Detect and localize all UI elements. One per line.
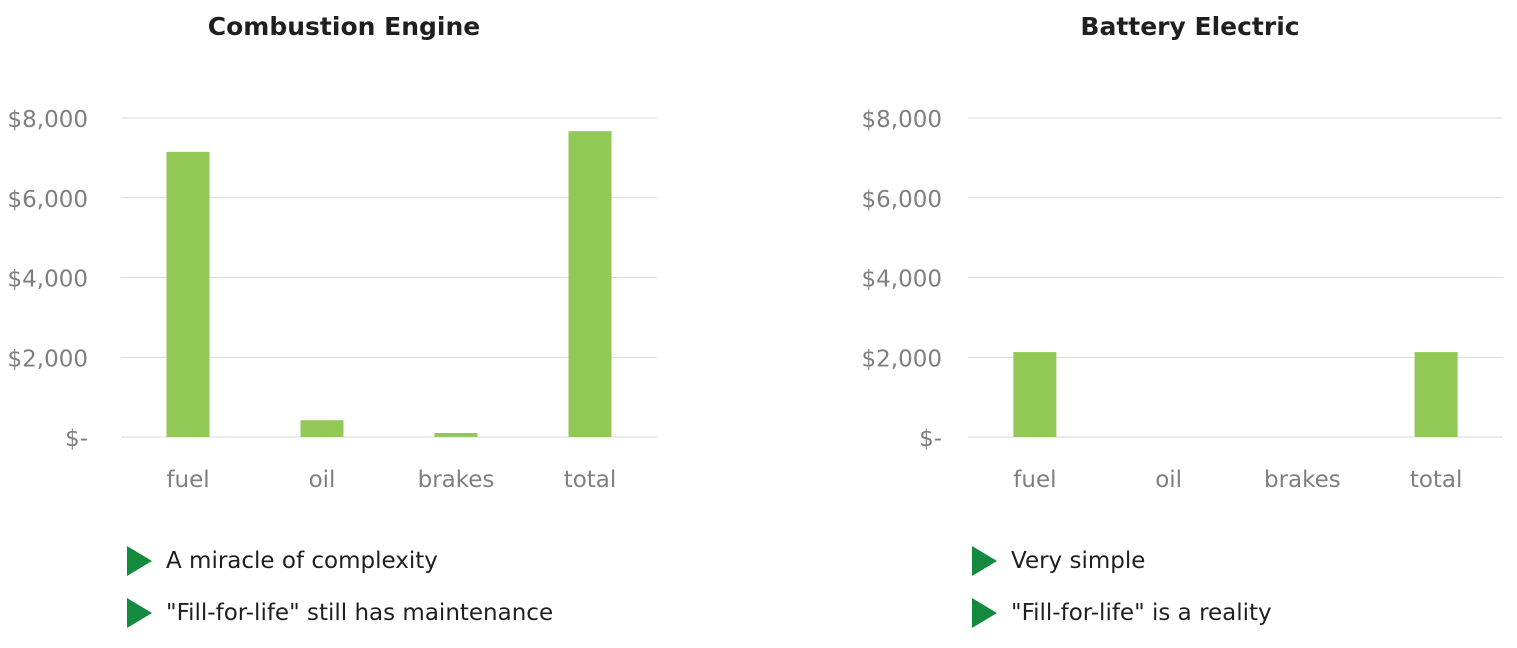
battery-bullets: Very simple "Fill-for-life" is a reality xyxy=(972,544,1272,648)
x-tick-label: fuel xyxy=(166,467,209,493)
x-tick-label: total xyxy=(564,467,617,493)
x-tick-label: oil xyxy=(1155,467,1182,493)
combustion-engine-panel: Combustion Engine $- $2,000 $4,000 $6,000 $8… xyxy=(0,0,740,640)
bullet-item: "Fill-for-life" still has maintenance xyxy=(127,596,553,630)
bar-total xyxy=(568,131,612,437)
triangle-bullet-icon xyxy=(972,598,997,628)
bar-total xyxy=(1414,352,1458,437)
y-tick-label: $2,000 xyxy=(862,346,942,372)
chart-title: Combustion Engine xyxy=(207,12,481,41)
battery-chart: $- $2,000 $4,000 $6,000 $8,000 fuel oil brakes t… xyxy=(862,107,1503,493)
x-tick-label: total xyxy=(1410,467,1463,493)
y-tick-label: $4,000 xyxy=(862,267,942,293)
x-tick-label: brakes xyxy=(418,467,495,493)
y-tick-label: $- xyxy=(919,426,942,452)
x-tick-label: oil xyxy=(309,467,336,493)
y-tick-label: $6,000 xyxy=(8,187,88,213)
bar-fuel xyxy=(1013,352,1057,437)
x-tick-label: brakes xyxy=(1264,467,1341,493)
bullet-item: Very simple xyxy=(972,544,1272,578)
triangle-bullet-icon xyxy=(127,546,152,576)
bullet-item: A miracle of complexity xyxy=(127,544,553,578)
y-tick-label: $- xyxy=(65,426,88,452)
bar-oil xyxy=(300,420,344,437)
chart-title: Battery Electric xyxy=(1080,12,1300,41)
combustion-bullets: A miracle of complexity "Fill-for-life" … xyxy=(127,544,553,648)
y-tick-label: $8,000 xyxy=(862,107,942,133)
bullet-item: "Fill-for-life" is a reality xyxy=(972,596,1272,630)
combustion-chart: $- $2,000 $4,000 $6,000 $8,000 fuel oil brakes t… xyxy=(8,107,657,493)
bar-fuel xyxy=(166,151,210,438)
y-tick-label: $2,000 xyxy=(8,346,88,372)
x-tick-label: fuel xyxy=(1013,467,1056,493)
bar-brakes xyxy=(434,433,478,437)
y-tick-label: $6,000 xyxy=(862,187,942,213)
y-tick-label: $4,000 xyxy=(8,267,88,293)
bullet-text: "Fill-for-life" is a reality xyxy=(1011,600,1272,626)
triangle-bullet-icon xyxy=(972,546,997,576)
bullet-text: Very simple xyxy=(1011,548,1146,574)
battery-electric-panel: Battery Electric $- $2,000 $4,000 $6,000 $8,… xyxy=(846,0,1517,640)
bullet-text: A miracle of complexity xyxy=(166,548,438,574)
bullet-text: "Fill-for-life" still has maintenance xyxy=(166,600,554,626)
triangle-bullet-icon xyxy=(127,598,152,628)
y-tick-label: $8,000 xyxy=(8,107,88,133)
